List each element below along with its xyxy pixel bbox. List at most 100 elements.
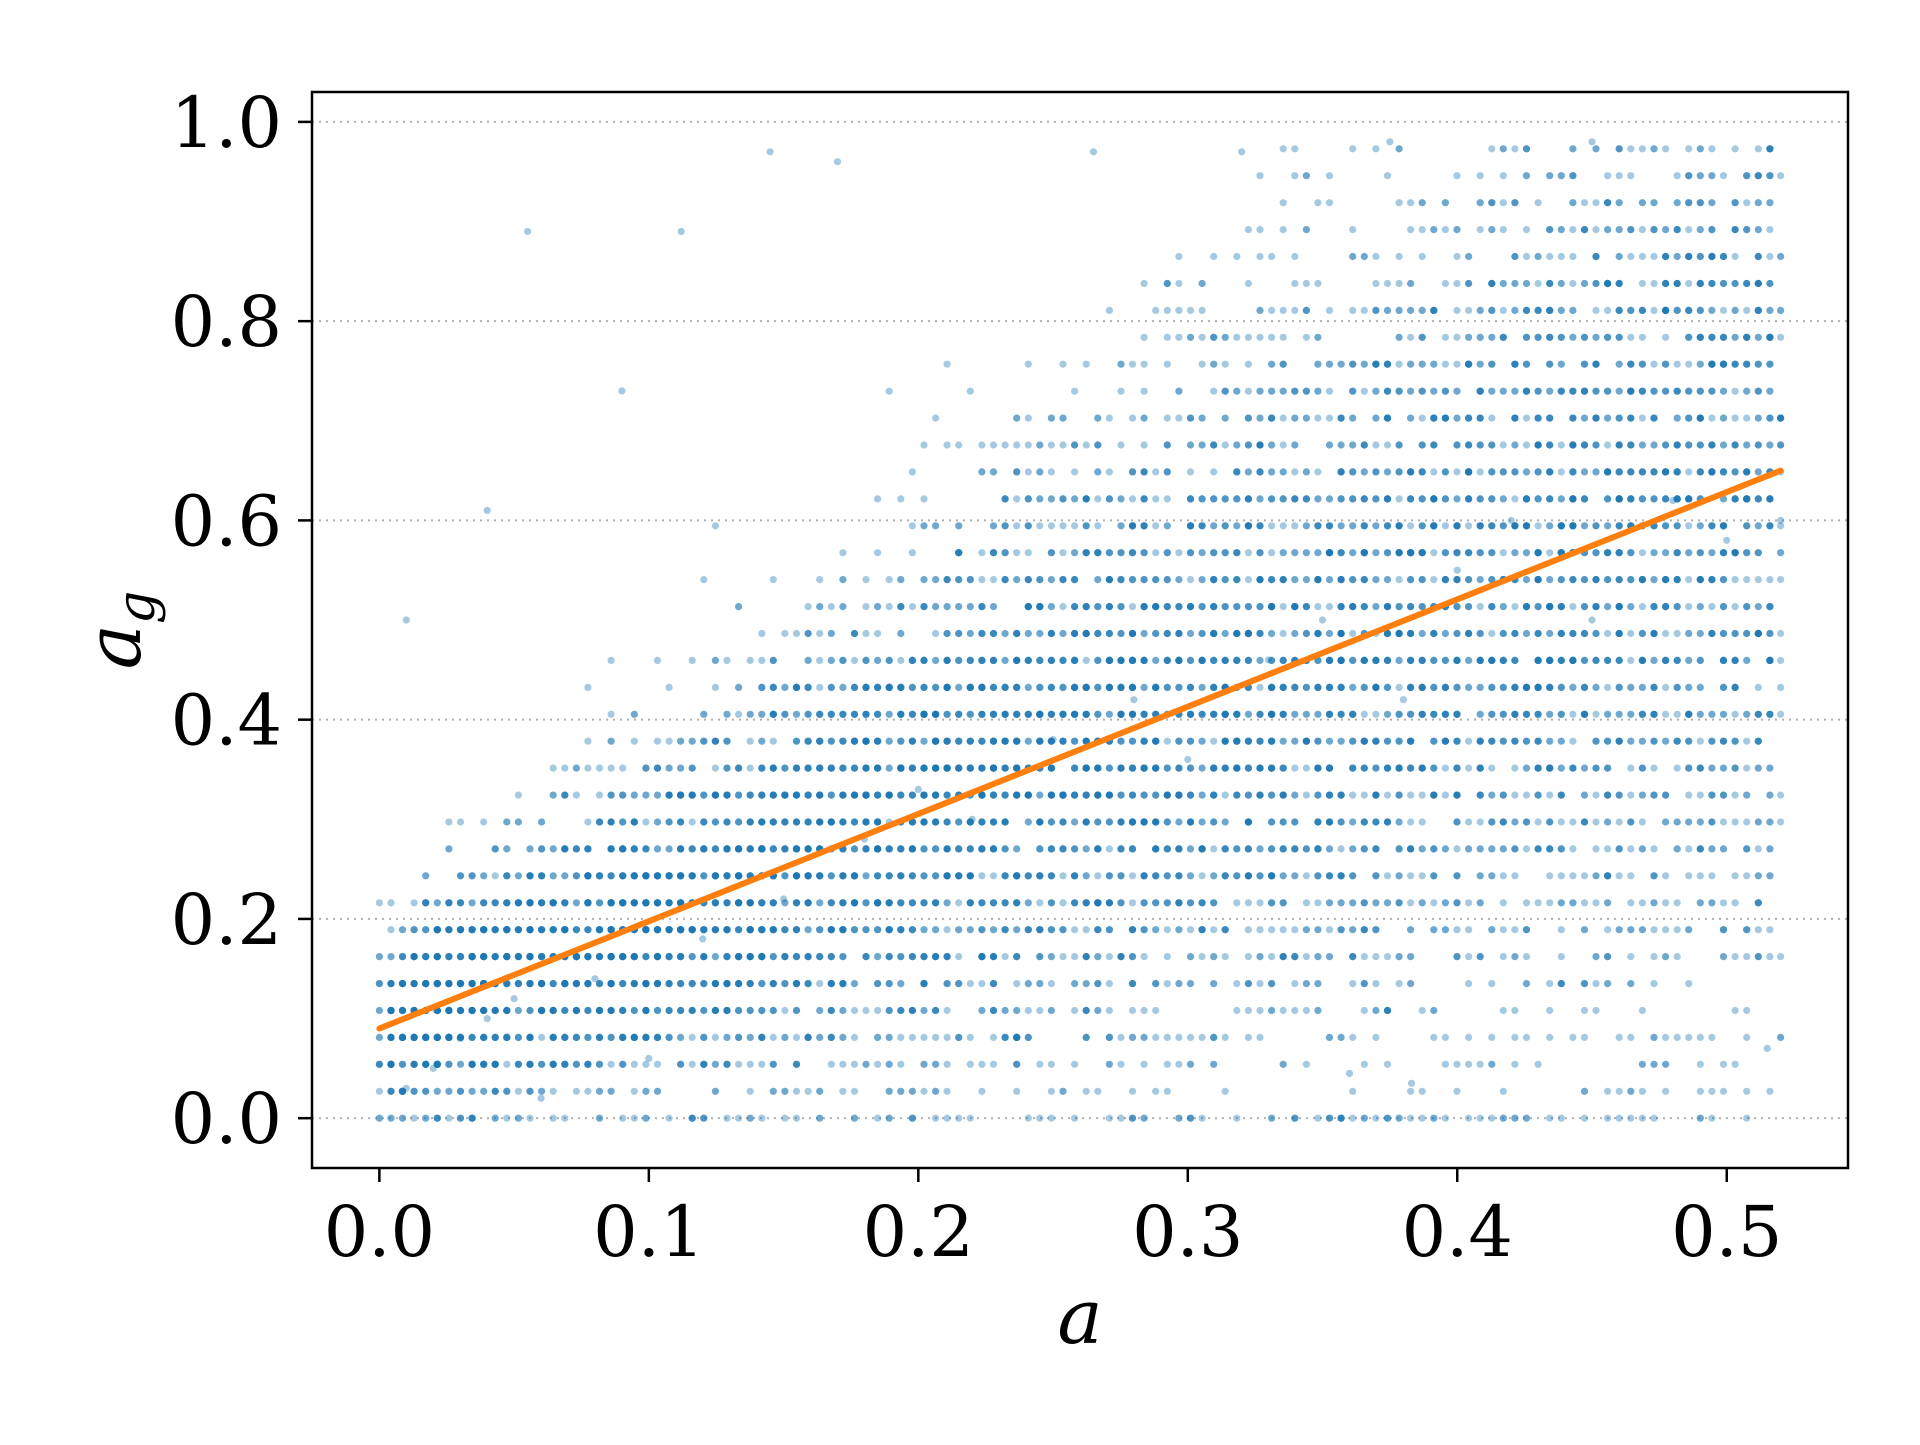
- scatter-point: [387, 1034, 394, 1041]
- scatter-point: [886, 765, 893, 772]
- scatter-point: [1187, 926, 1194, 933]
- scatter-point: [816, 980, 823, 987]
- scatter-point: [584, 684, 591, 691]
- scatter-point: [1164, 1088, 1171, 1095]
- scatter-point: [1222, 818, 1229, 825]
- scatter-point: [1697, 792, 1704, 799]
- scatter-point: [619, 765, 626, 772]
- scatter-point: [723, 792, 730, 799]
- scatter-point: [1164, 415, 1171, 422]
- scatter-point: [1558, 1115, 1565, 1122]
- scatter-point: [1233, 441, 1240, 448]
- scatter-point: [515, 872, 522, 879]
- scatter-point: [1708, 818, 1715, 825]
- scatter-point: [1720, 953, 1727, 960]
- scatter-point: [897, 603, 904, 610]
- scatter-point: [1511, 953, 1518, 960]
- scatter-point: [1419, 1088, 1426, 1095]
- scatter-point: [387, 899, 394, 906]
- scatter-point: [1372, 415, 1379, 422]
- scatter-point: [1013, 522, 1020, 529]
- scatter-point: [1743, 953, 1750, 960]
- scatter-point: [1094, 549, 1101, 556]
- scatter-point: [932, 1034, 939, 1041]
- scatter-point: [1743, 792, 1750, 799]
- scatter-point: [1071, 441, 1078, 448]
- scatter-point: [1523, 630, 1530, 637]
- scatter-point: [1152, 1088, 1159, 1095]
- scatter-point: [1036, 495, 1043, 502]
- scatter-point: [978, 1061, 985, 1068]
- scatter-point: [886, 738, 893, 745]
- scatter-point: [1639, 1115, 1646, 1122]
- scatter-point: [1685, 1034, 1692, 1041]
- scatter-point: [932, 630, 939, 637]
- scatter-point: [1013, 1007, 1020, 1014]
- scatter-point: [1256, 334, 1263, 341]
- scatter-point: [1511, 549, 1518, 556]
- scatter-point: [1280, 441, 1287, 448]
- scatter-point: [1777, 657, 1784, 664]
- scatter-point: [1129, 415, 1136, 422]
- scatter-point: [1511, 1007, 1518, 1014]
- scatter-point: [1674, 1034, 1681, 1041]
- scatter-point: [1511, 1061, 1518, 1068]
- scatter-point: [920, 1007, 927, 1014]
- scatter-point: [909, 1034, 916, 1041]
- scatter-point: [1581, 468, 1588, 475]
- scatter-point: [1222, 1034, 1229, 1041]
- scatter-point: [1349, 1115, 1356, 1122]
- scatter-point: [1720, 765, 1727, 772]
- scatter-point: [1222, 576, 1229, 583]
- scatter-point: [1129, 495, 1136, 502]
- scatter-point: [1477, 172, 1484, 179]
- scatter-point: [839, 549, 846, 556]
- scatter-point: [457, 1115, 464, 1122]
- scatter-point: [1036, 980, 1043, 987]
- scatter-point: [1407, 307, 1414, 314]
- scatter-point: [1442, 630, 1449, 637]
- scatter-point: [1650, 361, 1657, 368]
- scatter-point: [967, 630, 974, 637]
- scatter-point: [1743, 199, 1750, 206]
- scatter-point: [1650, 280, 1657, 287]
- scatter-point: [1500, 388, 1507, 395]
- scatter-point: [1106, 765, 1113, 772]
- scatter-point: [1500, 307, 1507, 314]
- scatter-point: [1338, 738, 1345, 745]
- scatter-point: [1453, 280, 1460, 287]
- scatter-point: [631, 1088, 638, 1095]
- scatter-point: [1152, 468, 1159, 475]
- scatter-point: [1453, 253, 1460, 260]
- scatter-point: [1314, 1115, 1321, 1122]
- scatter-point: [1477, 334, 1484, 341]
- scatter-point: [1129, 872, 1136, 879]
- scatter-point: [1674, 953, 1681, 960]
- scatter-point: [1685, 684, 1692, 691]
- scatter-point: [1639, 899, 1646, 906]
- scatter-point: [1164, 334, 1171, 341]
- scatter-point: [1129, 603, 1136, 610]
- scatter-point: [1025, 415, 1032, 422]
- scatter-point: [1199, 334, 1206, 341]
- scatter-point: [1442, 765, 1449, 772]
- scatter-point: [1616, 576, 1623, 583]
- scatter-point: [781, 1007, 788, 1014]
- scatter-point: [1616, 361, 1623, 368]
- scatter-point: [770, 953, 777, 960]
- scatter-point: [1141, 388, 1148, 395]
- scatter-point: [1604, 226, 1611, 233]
- scatter-point: [1743, 415, 1750, 422]
- scatter-point: [1233, 334, 1240, 341]
- scatter-point: [1766, 226, 1773, 233]
- scatter-point: [862, 630, 869, 637]
- scatter-point: [1685, 818, 1692, 825]
- scatter-point: [1303, 307, 1310, 314]
- scatter-point: [1094, 576, 1101, 583]
- scatter-point: [1465, 1115, 1472, 1122]
- scatter-point: [1071, 1061, 1078, 1068]
- scatter-point: [631, 792, 638, 799]
- scatter-point: [886, 711, 893, 718]
- scatter-point: [584, 765, 591, 772]
